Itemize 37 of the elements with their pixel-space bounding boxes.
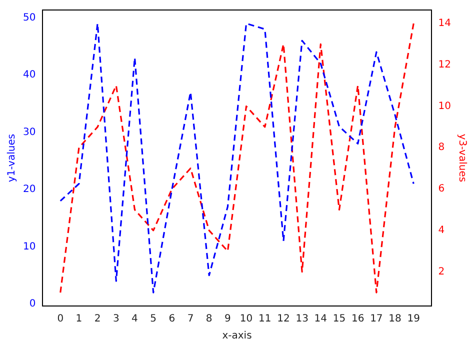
y2-tick-label: 2: [438, 266, 445, 278]
y2-tick-label: 6: [438, 184, 445, 195]
y-tick-label: 0: [29, 298, 36, 310]
x-tick-label: 14: [314, 314, 328, 325]
x-tick-label: 12: [277, 314, 290, 325]
x-tick-label: 3: [112, 314, 120, 325]
y2-tick-label: 4: [438, 225, 445, 236]
y-axis-title: y1-values: [6, 134, 18, 182]
x-tick-label: 19: [407, 314, 420, 325]
x-tick-label: 4: [132, 314, 138, 325]
x-tick-label: 8: [206, 314, 212, 325]
y2-axis-title: y3-values: [456, 134, 468, 182]
x-tick-label: 1: [76, 314, 82, 325]
y2-tick-label: 10: [438, 100, 452, 112]
x-axis-title: x-axis: [222, 330, 252, 342]
y2-tick-label: 12: [438, 59, 452, 70]
x-tick-label: 10: [240, 314, 253, 325]
y-tick-label: 40: [22, 70, 36, 81]
y2-tick-label: 8: [438, 142, 445, 154]
y-tick-label: 30: [22, 126, 36, 138]
x-tick-label: 17: [370, 314, 383, 325]
y-tick-label: 10: [22, 241, 36, 252]
x-tick-label: 6: [168, 314, 176, 325]
line-series: [60, 22, 414, 294]
y-tick-label: 50: [22, 12, 36, 24]
x-tick-label: 7: [187, 314, 194, 325]
x-tick-label: 15: [332, 314, 346, 325]
x-tick-label: 9: [224, 314, 231, 325]
x-tick-label: 18: [388, 314, 402, 325]
x-tick-label: 0: [57, 314, 64, 325]
x-tick-label: 13: [296, 314, 308, 325]
x-tick-label: 5: [150, 314, 157, 325]
x-tick-label: 11: [258, 314, 272, 325]
x-tick-label: 16: [351, 314, 364, 325]
y2-tick-label: 14: [438, 18, 452, 30]
y-tick-label: 20: [22, 184, 36, 196]
x-tick-label: 2: [94, 314, 101, 325]
